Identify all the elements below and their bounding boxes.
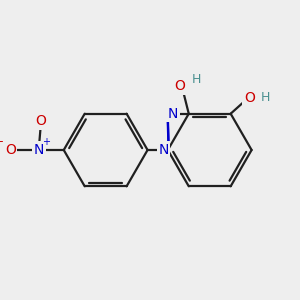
Text: H: H — [261, 91, 270, 104]
Text: N: N — [168, 107, 178, 121]
Text: -: - — [0, 135, 2, 148]
Text: O: O — [175, 79, 185, 93]
Text: O: O — [35, 114, 46, 128]
Text: O: O — [244, 91, 255, 105]
Text: +: + — [41, 137, 50, 147]
Text: H: H — [191, 73, 201, 85]
Text: O: O — [5, 143, 16, 157]
Text: N: N — [158, 143, 169, 157]
Text: N: N — [34, 143, 44, 157]
